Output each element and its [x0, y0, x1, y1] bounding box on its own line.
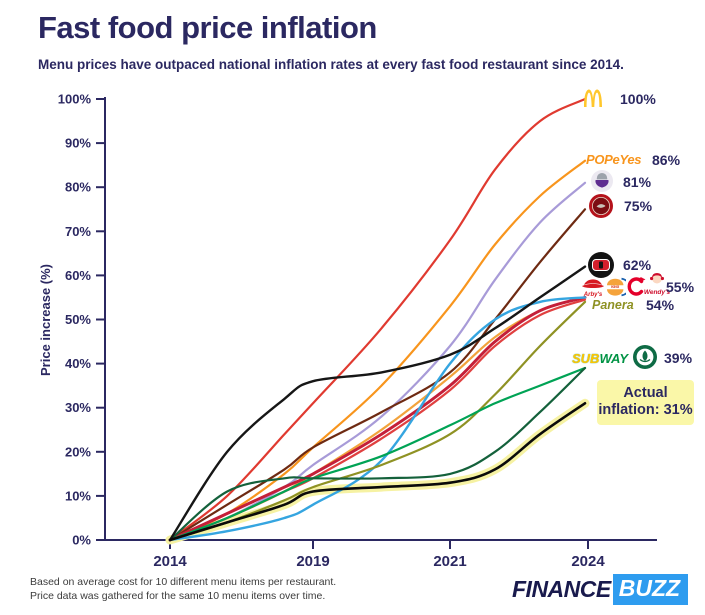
y-tick-label: 20% [65, 444, 91, 459]
line-popeyes [168, 159, 587, 542]
line-starbucks [168, 366, 587, 542]
x-tick-label: 2014 [153, 553, 187, 570]
y-tick-label: 100% [58, 92, 92, 107]
mcdonalds-pct-label: 100% [620, 91, 656, 107]
line-jimmy_johns [168, 265, 587, 542]
taco-bell-pct-label: 81% [623, 174, 652, 190]
line-panera [168, 300, 587, 542]
burger-king-logo: KING [607, 277, 626, 297]
line-chipotle [168, 208, 587, 542]
panera-logo: Panera [592, 298, 634, 312]
y-tick-label: 70% [65, 224, 91, 239]
mcdonalds-logo [584, 89, 602, 107]
y-tick-label: 10% [65, 488, 91, 503]
chipotle-logo [589, 194, 613, 218]
taco-bell-logo [591, 170, 613, 192]
y-tick-label: 80% [65, 180, 91, 195]
subway-wordmark-sub: SUB [572, 351, 600, 366]
source-note-line1: Based on average cost for 10 different m… [30, 576, 337, 588]
page-title: Fast food price inflation [38, 10, 377, 45]
chipotle-pct-label: 75% [624, 198, 653, 214]
actual-inflation-line2: inflation: 31% [598, 402, 693, 418]
group39-pct-label: 39% [664, 350, 693, 366]
actual-inflation-callout: Actual inflation: 31% [597, 380, 694, 425]
x-tick-label: 2021 [433, 553, 466, 570]
group55-pct-label: 55% [666, 279, 695, 295]
actual-inflation-line1: Actual [623, 385, 668, 401]
line-mcdonalds [168, 97, 587, 542]
arbys-logo: Arby's [580, 275, 606, 298]
subway-wordmark-way: WAY [599, 351, 629, 366]
source-note: Based on average cost for 10 different m… [30, 575, 336, 603]
line-arbys [168, 295, 587, 542]
y-tick-label: 40% [65, 356, 91, 371]
x-tick-label: 2019 [296, 553, 329, 570]
chick-fil-a-logo [627, 277, 646, 296]
jimmy-johns-pct-label: 62% [623, 257, 652, 273]
popeyes-pct-label: 86% [652, 152, 681, 168]
y-tick-label: 60% [65, 268, 91, 283]
wendys-wordmark: Wendy's [643, 289, 671, 296]
arbys-hat-icon [582, 279, 604, 288]
jimmy-johns-logo [588, 252, 614, 278]
wendys-girl-icon [650, 273, 664, 284]
financebuzz-logo-buzz: BUZZ [612, 574, 689, 605]
financebuzz-logo-finance: FINANCE [512, 576, 611, 602]
line-wendys [168, 296, 587, 542]
chart-series [165, 97, 590, 545]
y-tick-label: 30% [65, 400, 91, 415]
panera-pct-label: 54% [646, 297, 675, 313]
y-tick-label: 0% [72, 533, 91, 548]
bk-wordmark: KING [611, 285, 619, 289]
x-tick-label: 2024 [571, 553, 605, 570]
popeyes-logo: POPeYes [586, 152, 642, 167]
y-tick-label: 50% [65, 312, 91, 327]
starbucks-logo [633, 345, 657, 369]
source-note-line2: Price data was gathered for the same 10 … [30, 590, 326, 602]
financebuzz-logo: FINANCE BUZZ [512, 574, 689, 605]
axes: 0% 10% 20% 30% 40% 50% 60% 70% 80% 90% 100% 2014 201… [58, 92, 657, 570]
line-subway [168, 366, 587, 542]
y-tick-label: 90% [65, 136, 91, 151]
y-axis-title: Price increase (%) [38, 264, 53, 376]
wendys-logo: Wendy's [642, 272, 672, 296]
subway-logo: SUBWAY [572, 351, 628, 366]
page-subtitle: Menu prices have outpaced national infla… [38, 57, 624, 72]
line-actual_inflation [168, 402, 587, 542]
arbys-wordmark: Arby's [583, 292, 603, 298]
